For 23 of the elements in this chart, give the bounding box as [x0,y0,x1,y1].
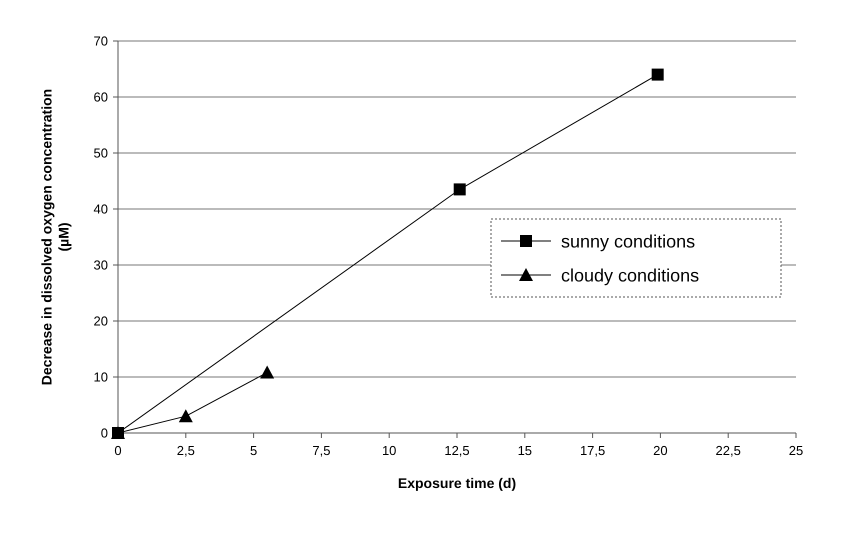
x-tick-label: 22,5 [716,443,741,458]
x-tick-label: 5 [250,443,258,458]
y-axis-title: Decrease in dissolved oxygen concentration (µM) [38,88,72,386]
legend-label: cloudy conditions [561,265,700,286]
y-tick-label: 70 [94,34,108,49]
x-axis-title: Exposure time (d) [398,475,516,491]
x-tick-label: 12,5 [444,443,470,458]
y-tick-label: 10 [94,370,108,385]
y-tick-label: 20 [94,314,108,329]
x-tick-label: 17,5 [580,443,606,458]
legend-label: sunny conditions [561,231,696,252]
y-tick-label: 60 [94,90,108,105]
x-tick-label: 25 [788,443,804,458]
x-tick-label: 0 [114,443,122,458]
y-tick-label: 50 [94,146,108,161]
y-tick-label: 0 [100,426,108,441]
x-tick-label: 7,5 [312,443,330,458]
x-tick-label: 15 [518,443,532,458]
y-tick-label: 40 [94,202,108,217]
y-tick-label: 30 [94,258,108,273]
x-tick-label: 2,5 [176,443,195,458]
x-tick-label: 10 [382,443,396,458]
x-tick-label: 20 [653,443,668,458]
